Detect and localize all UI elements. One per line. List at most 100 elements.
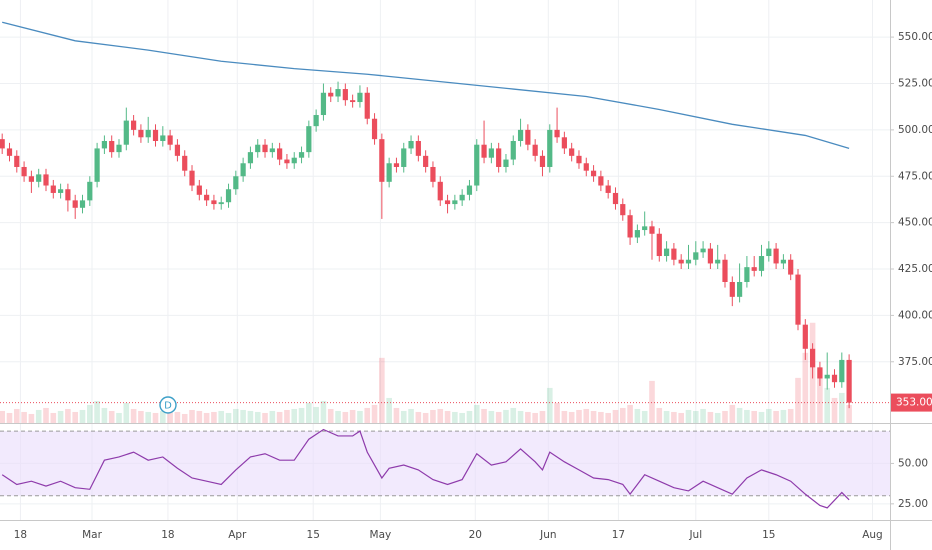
y-tick-label: 550.00 <box>898 31 932 43</box>
volume-bar <box>6 412 13 423</box>
candle-body <box>474 144 480 186</box>
candle-body <box>131 120 137 130</box>
volume-bar <box>736 407 743 423</box>
candle-body <box>444 200 451 205</box>
volume-bar <box>495 411 502 423</box>
candle-body <box>430 166 436 182</box>
candle-body <box>101 141 108 149</box>
volume-bar <box>342 411 349 423</box>
candle-body <box>517 129 524 141</box>
candle-body <box>306 126 312 153</box>
volume-bar <box>87 404 93 423</box>
last-price-box <box>891 393 932 412</box>
candle-body <box>802 324 808 349</box>
candle-body <box>620 204 626 216</box>
volume-bar <box>276 411 283 423</box>
volume-bar <box>116 412 122 423</box>
candle-body <box>57 189 64 193</box>
volume-bar <box>554 402 560 423</box>
volume-bar <box>189 409 195 423</box>
volume-bar <box>57 410 64 423</box>
volume-bar <box>824 387 831 423</box>
volume-bar <box>94 400 100 423</box>
volume-bar <box>327 408 334 423</box>
y-tick-label: 25.00 <box>898 498 928 510</box>
volume-bar <box>422 412 429 423</box>
volume-bar <box>846 404 852 423</box>
candle-body <box>788 259 794 275</box>
candle-body <box>634 230 640 238</box>
rsi-line <box>1 428 850 509</box>
volume-bar <box>364 407 371 423</box>
candle-body <box>576 155 582 164</box>
candle-body <box>466 185 473 195</box>
volume-bar <box>517 410 524 423</box>
volume-bar <box>671 411 677 423</box>
volume-bar <box>181 413 188 423</box>
volume-bar <box>619 407 626 423</box>
volume-bar <box>780 409 787 423</box>
candle-body <box>590 170 597 177</box>
volume-bar <box>605 412 611 423</box>
volume-bar <box>160 410 166 423</box>
candle-body <box>72 200 78 208</box>
last-price-label: 353.00 <box>896 397 932 409</box>
candle-body <box>510 141 516 160</box>
candle-body <box>532 144 538 156</box>
volume-bar <box>298 407 305 423</box>
x-tick-label: 17 <box>612 529 625 541</box>
volume-bar <box>546 387 553 423</box>
volume-bar <box>262 412 268 423</box>
volume-bar <box>371 404 378 423</box>
candle-body <box>452 200 458 205</box>
candle-body <box>758 256 765 271</box>
volume-bar <box>831 397 838 423</box>
candle-body <box>116 144 122 153</box>
candle-body <box>291 157 297 164</box>
candle-body <box>415 141 421 156</box>
volume-bar <box>766 408 772 423</box>
volume-bar <box>641 410 648 423</box>
candle-body <box>583 163 589 171</box>
candle-body <box>488 148 494 158</box>
candle-body <box>598 176 604 186</box>
volume-bar <box>130 408 137 423</box>
volume-bar <box>692 410 699 423</box>
volume-bar <box>28 413 35 423</box>
candle-body <box>423 155 429 167</box>
moving-average <box>2 21 850 150</box>
volume-bar <box>65 408 71 423</box>
volume-bar <box>123 402 130 423</box>
candle-body <box>342 89 348 101</box>
x-tick-label: May <box>370 529 392 541</box>
volume-bar <box>349 409 356 423</box>
volume-bar <box>795 377 801 423</box>
event-marker-label: D <box>164 401 172 412</box>
volume-bar <box>196 410 203 423</box>
y-tick-label: 375.00 <box>898 356 932 368</box>
volume-bar <box>729 404 736 423</box>
volume-bar <box>225 412 232 423</box>
x-tick-label: Apr <box>228 529 247 541</box>
volume-bar <box>627 404 633 423</box>
x-tick-label: Jun <box>539 529 556 541</box>
candle-body <box>503 159 509 167</box>
candle-body <box>700 248 706 253</box>
volume-bar <box>203 412 210 423</box>
volume-bar <box>714 412 721 423</box>
candle-body <box>379 139 385 182</box>
candle-body <box>525 129 531 145</box>
candle-body <box>160 135 166 141</box>
candle-body <box>663 248 670 257</box>
volume-bar <box>335 410 341 423</box>
candle-body <box>736 282 743 297</box>
volume-bar <box>0 410 5 423</box>
volume-bar <box>444 410 451 423</box>
volume-bar <box>269 410 276 423</box>
axes: 18 Mar 18 Apr 15 May 20 Jun 17 Jul 15 Aug 375.00 400.… <box>14 31 932 541</box>
volume-bar <box>707 411 714 423</box>
volume-bar <box>678 412 684 423</box>
rsi-pane <box>0 430 890 497</box>
volume-bar <box>473 404 480 423</box>
candle-body <box>152 129 159 141</box>
